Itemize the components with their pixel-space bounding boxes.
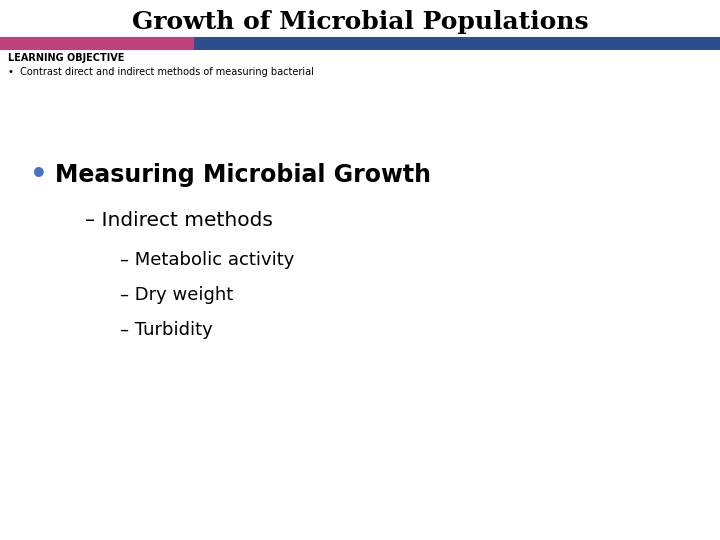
Text: Growth of Microbial Populations: Growth of Microbial Populations — [132, 10, 588, 34]
Text: – Metabolic activity: – Metabolic activity — [120, 251, 294, 269]
Text: •  Contrast direct and indirect methods of measuring bacterial: • Contrast direct and indirect methods o… — [8, 67, 314, 77]
Text: – Indirect methods: – Indirect methods — [85, 211, 273, 229]
Text: – Dry weight: – Dry weight — [120, 286, 233, 304]
Text: LEARNING OBJECTIVE: LEARNING OBJECTIVE — [8, 53, 125, 63]
Text: •: • — [30, 161, 48, 189]
Text: – Turbidity: – Turbidity — [120, 321, 212, 339]
Text: Measuring Microbial Growth: Measuring Microbial Growth — [55, 163, 431, 187]
Bar — [0, 37, 194, 50]
Bar — [194, 37, 720, 50]
